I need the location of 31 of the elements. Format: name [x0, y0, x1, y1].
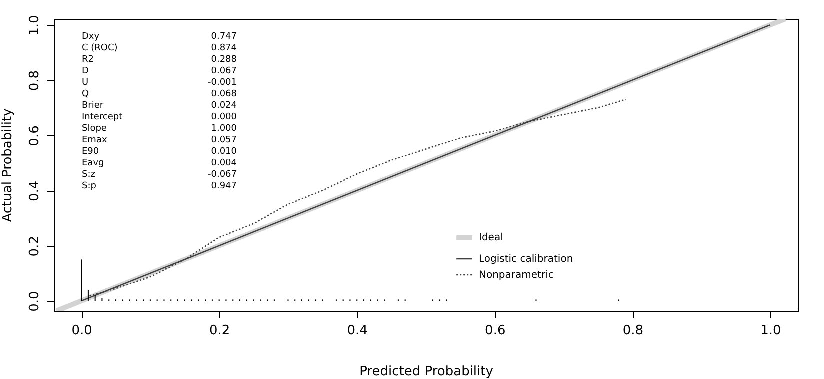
y-tick-label: 0.2	[28, 236, 42, 257]
text: Slope 1.000	[82, 124, 237, 134]
y-tick-label: 0.8	[28, 70, 42, 92]
text: Q 0.068	[82, 90, 237, 100]
x-tick-label: 0.6	[485, 324, 506, 338]
text: Intercept 0.000	[82, 112, 237, 122]
text: U -0.001	[82, 78, 237, 88]
legend-label: Nonparametric	[479, 270, 554, 281]
text: S:z -0.067	[82, 170, 237, 180]
y-tick-label: 0.6	[28, 126, 42, 146]
x-tick-label: 0.8	[622, 324, 644, 338]
y-tick-label: 1.0	[28, 15, 42, 36]
x-tick-label: 1.0	[760, 324, 782, 338]
x-tick-label: 0.2	[209, 324, 230, 338]
text: Brier 0.024	[82, 101, 237, 111]
x-axis-title: Predicted Probability	[360, 364, 494, 379]
text: Eavg 0.004	[82, 158, 237, 168]
x-tick-label: 0.4	[347, 324, 368, 338]
legend-label: Ideal	[479, 232, 504, 244]
text: C (ROC) 0.874	[82, 44, 237, 54]
x-tick-label: 0.0	[72, 324, 92, 338]
text: Emax 0.057	[82, 136, 237, 146]
text: Dxy 0.747	[82, 32, 237, 42]
text: S:p 0.947	[82, 182, 237, 192]
y-axis-title: Actual Probability	[0, 108, 16, 222]
text: D 0.067	[82, 66, 237, 76]
text: E90 0.010	[82, 147, 237, 157]
y-tick-label: 0.0	[28, 291, 42, 312]
text: R2 0.288	[82, 55, 237, 65]
y-tick-label: 0.4	[28, 180, 42, 202]
legend-label: Logistic calibration	[479, 254, 574, 265]
